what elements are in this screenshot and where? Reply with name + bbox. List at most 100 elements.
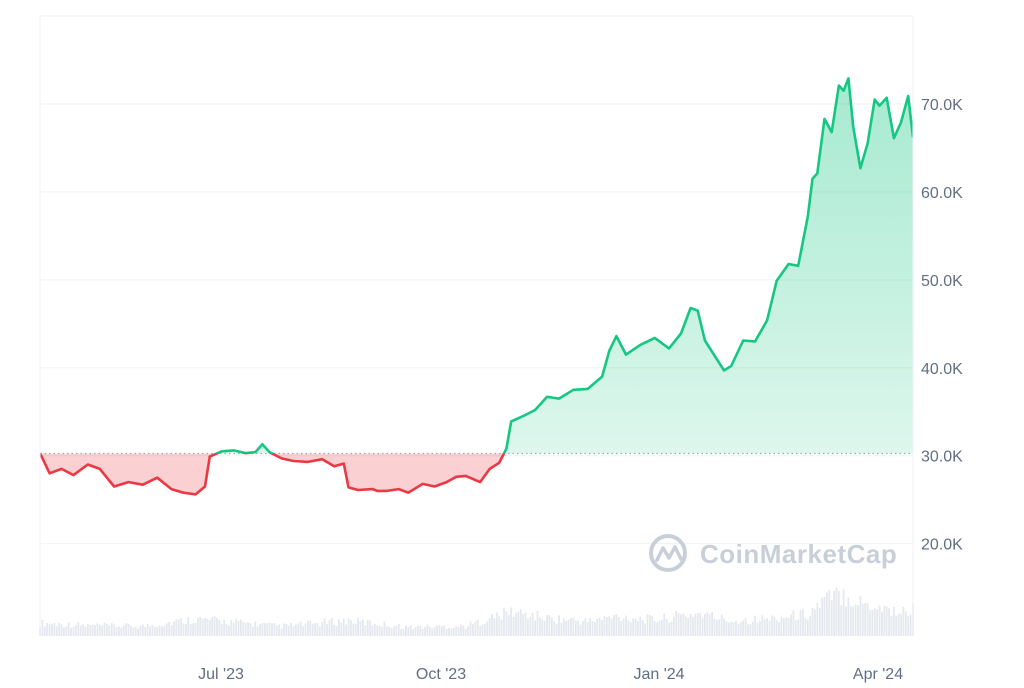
price-area-fill <box>40 78 913 495</box>
volume-bar <box>787 617 790 636</box>
volume-bar <box>89 625 92 636</box>
volume-bar <box>153 626 156 636</box>
volume-bar <box>864 603 867 636</box>
volume-bar <box>538 617 541 636</box>
volume-bar <box>507 615 510 636</box>
volume-bar <box>275 625 278 636</box>
volume-bar <box>216 617 218 636</box>
volume-bar <box>713 618 716 636</box>
volume-bar <box>546 614 548 636</box>
volume-bar <box>649 614 651 636</box>
volume-bar <box>223 619 226 636</box>
volume-bar <box>617 616 620 636</box>
volume-bar <box>735 620 737 636</box>
volume-bar <box>527 619 529 636</box>
volume-bar <box>196 618 199 636</box>
volume-bar <box>283 623 285 636</box>
volume-bar <box>672 616 675 636</box>
volume-bar <box>584 618 587 636</box>
volume-bar <box>806 619 809 636</box>
volume-bar <box>180 618 183 636</box>
volume-bar <box>249 623 252 636</box>
volume-bar <box>821 597 824 636</box>
volume-bar <box>318 626 321 636</box>
volume-bar <box>63 627 65 636</box>
volume-bar <box>574 620 577 636</box>
volume-bar <box>692 616 694 636</box>
x-tick-label: Jul '23 <box>198 666 244 683</box>
volume-bar <box>381 626 383 636</box>
volume-bar <box>610 618 613 636</box>
y-axis-tick-labels: 20.0K 30.0K 40.0K 50.0K 60.0K 70.0K <box>921 97 963 554</box>
volume-bar <box>371 625 374 636</box>
volume-bar <box>173 621 175 636</box>
volume-bar <box>460 624 462 636</box>
y-tick-label: 70.0K <box>921 97 963 114</box>
volume-bar <box>187 617 190 636</box>
volume-bar <box>158 625 161 636</box>
volume-bar <box>598 617 601 636</box>
volume-bar <box>299 621 302 636</box>
volume-bar <box>663 613 666 636</box>
volume-bar <box>495 612 498 636</box>
volume-bar <box>684 616 687 636</box>
volume-bar <box>608 616 611 636</box>
volume-bar <box>888 608 890 636</box>
volume-bar <box>519 609 522 636</box>
volume-bar <box>491 613 493 636</box>
price-series-line[interactable] <box>40 77 913 496</box>
volume-bar <box>94 625 96 636</box>
volume-bar <box>170 625 173 636</box>
volume-bar <box>118 626 120 636</box>
area-above-baseline <box>40 78 913 454</box>
volume-bar <box>861 604 864 636</box>
volume-bar <box>65 626 68 636</box>
volume-bar <box>852 606 855 636</box>
volume-bar <box>562 618 565 636</box>
volume-bar <box>742 620 745 636</box>
volume-bar <box>251 626 254 636</box>
volume-bar <box>701 618 704 636</box>
volume-bar <box>345 624 348 636</box>
volume-bar <box>668 622 670 636</box>
price-line-above[interactable] <box>40 77 913 494</box>
volume-bar <box>715 619 718 636</box>
volume-bar <box>873 608 876 636</box>
volume-bar <box>390 627 393 636</box>
volume-bar <box>373 623 376 636</box>
x-tick-label: Apr '24 <box>853 666 903 683</box>
volume-bar <box>232 622 235 636</box>
price-line-below[interactable] <box>40 78 913 496</box>
volume-bar <box>328 620 331 636</box>
volume-bar <box>240 619 242 636</box>
volume-bar <box>208 620 211 636</box>
volume-bar <box>833 590 835 636</box>
volume-bar <box>393 626 395 636</box>
volume-bar <box>842 589 845 636</box>
volume-bar <box>419 625 422 636</box>
volume-bar <box>778 622 780 636</box>
volume-bar <box>452 628 455 636</box>
volume-bar <box>522 614 525 636</box>
volume-bar <box>309 620 312 636</box>
volume-bar <box>656 622 658 636</box>
volume-bar <box>782 618 785 636</box>
volume-bar <box>637 621 639 636</box>
volume-bar <box>677 613 680 636</box>
volume-bar <box>397 623 400 636</box>
volume-bar <box>314 623 316 636</box>
volume-bar <box>134 626 137 636</box>
volume-bar <box>91 624 94 636</box>
volume-bar <box>895 615 898 636</box>
volume-bar <box>228 625 230 636</box>
volume-bar <box>376 625 379 636</box>
volume-bar <box>515 612 517 636</box>
volume-bar <box>218 620 221 636</box>
volume-bar <box>220 624 223 636</box>
volume-bar <box>531 612 534 636</box>
volume-bar <box>440 626 443 636</box>
volume-bar <box>854 604 857 636</box>
volume-bar <box>400 628 403 636</box>
